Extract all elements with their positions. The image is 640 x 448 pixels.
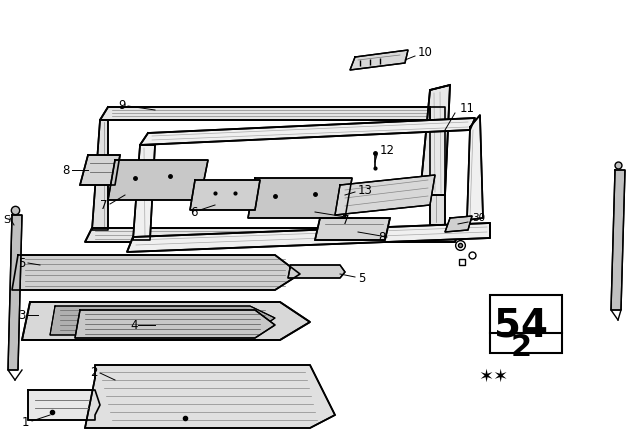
Text: 11: 11 [460, 102, 475, 115]
Polygon shape [127, 223, 490, 252]
Polygon shape [335, 175, 435, 215]
Text: 9: 9 [118, 99, 125, 112]
Text: 7: 7 [342, 214, 349, 227]
Text: 7: 7 [100, 198, 108, 211]
Polygon shape [350, 50, 408, 70]
Text: 12: 12 [380, 143, 395, 156]
Polygon shape [190, 180, 260, 210]
Bar [490, 295, 562, 353]
Text: 13: 13 [358, 184, 373, 197]
Polygon shape [50, 306, 275, 335]
Polygon shape [100, 107, 430, 120]
Text: 54: 54 [494, 306, 548, 344]
Polygon shape [108, 160, 208, 200]
Text: 6: 6 [190, 206, 198, 219]
Text: 8: 8 [62, 164, 69, 177]
Polygon shape [75, 310, 275, 338]
Polygon shape [92, 120, 108, 230]
Polygon shape [315, 218, 390, 240]
Polygon shape [445, 216, 472, 232]
Polygon shape [420, 85, 450, 195]
Polygon shape [12, 255, 300, 290]
Polygon shape [85, 228, 460, 242]
Text: S: S [3, 215, 10, 225]
Text: 8: 8 [378, 231, 385, 244]
Text: 10: 10 [418, 46, 433, 59]
Text: 2: 2 [90, 366, 97, 379]
Text: ✶✶: ✶✶ [478, 368, 508, 386]
Polygon shape [430, 107, 445, 225]
Polygon shape [85, 365, 335, 428]
Polygon shape [248, 178, 352, 218]
Text: 5: 5 [358, 271, 365, 284]
Polygon shape [288, 265, 345, 278]
Text: 3: 3 [18, 309, 26, 322]
Text: 4: 4 [130, 319, 138, 332]
Polygon shape [80, 155, 120, 185]
Text: 2: 2 [511, 332, 532, 362]
Polygon shape [22, 302, 310, 340]
Polygon shape [611, 170, 625, 310]
Text: 1: 1 [22, 415, 29, 428]
Polygon shape [140, 118, 475, 145]
Text: 30: 30 [472, 213, 485, 223]
Polygon shape [467, 115, 483, 220]
Polygon shape [8, 215, 22, 370]
Polygon shape [133, 145, 155, 240]
Text: 5: 5 [18, 257, 26, 270]
Polygon shape [28, 390, 100, 420]
